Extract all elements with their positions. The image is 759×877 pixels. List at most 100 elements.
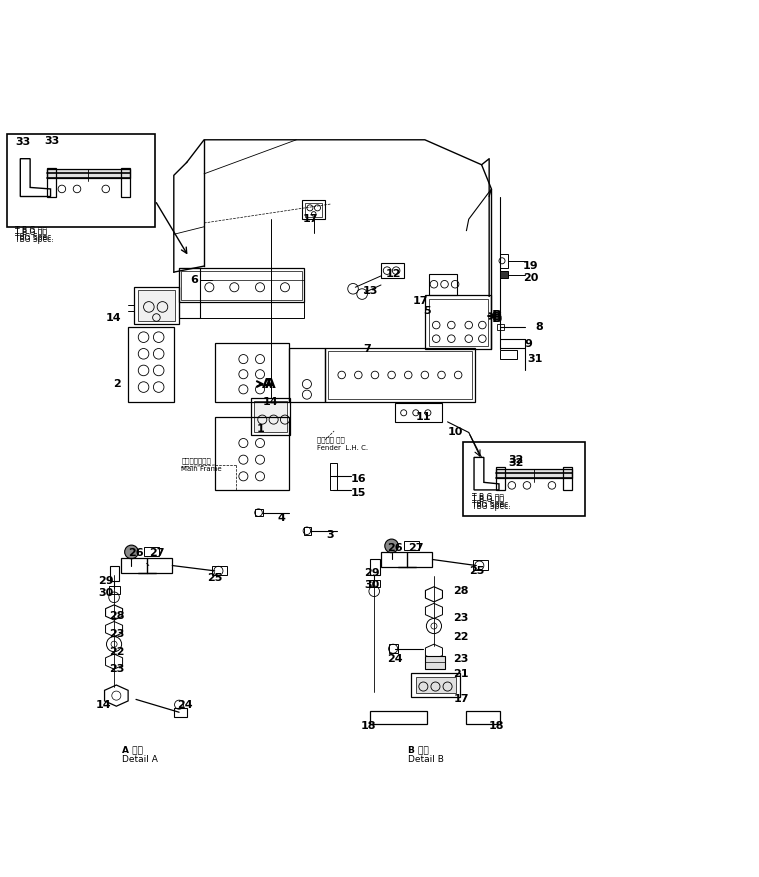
Text: フェンダ 左方: フェンダ 左方 [317,437,345,443]
Text: Detail A: Detail A [122,754,159,764]
Bar [47,168,56,196]
Bar [143,546,159,557]
Bar [134,288,179,324]
Bar [425,295,491,349]
Text: 19: 19 [523,261,539,271]
Bar [109,566,119,581]
Text: 22: 22 [454,631,469,642]
Bar [497,324,503,330]
Text: 17: 17 [454,695,469,704]
Bar [463,441,585,516]
Text: 24: 24 [387,654,403,664]
Bar [425,655,445,669]
Circle shape [385,539,398,553]
Text: B 詳細: B 詳細 [408,745,429,754]
Text: B: B [491,309,502,323]
Bar [121,558,172,573]
Bar [429,274,458,295]
Text: 9: 9 [524,339,533,349]
Text: 32: 32 [508,458,524,467]
Text: 26: 26 [387,543,403,553]
Text: 29: 29 [364,568,380,578]
Bar [411,673,461,697]
Bar [305,203,322,217]
Text: TBG Spec.: TBG Spec. [15,232,54,242]
Bar [174,708,187,717]
Text: 1: 1 [257,424,265,434]
Bar [200,303,304,317]
Text: 16: 16 [351,474,367,484]
Text: 26: 26 [128,548,144,559]
Bar [212,566,227,575]
Bar [369,580,380,588]
Text: Detail B: Detail B [408,754,444,764]
Bar [128,326,174,403]
Bar [381,552,433,567]
Text: 22: 22 [109,646,124,657]
Bar [254,402,287,431]
Text: 10: 10 [448,427,463,438]
Text: Fender  L.H. C.: Fender L.H. C. [317,445,369,451]
Bar [474,560,488,570]
Bar [496,468,572,478]
Text: T B G 仕様: T B G 仕様 [15,225,47,234]
Bar [562,467,572,490]
Text: 14: 14 [263,397,278,407]
Text: 5: 5 [424,306,431,317]
Bar [328,351,472,399]
Text: 25: 25 [469,566,484,576]
Text: 18: 18 [361,721,376,731]
Bar [47,168,130,178]
Bar [8,134,155,227]
Text: TBG Spec.: TBG Spec. [472,500,510,509]
Text: 17: 17 [413,296,428,306]
Text: B: B [491,310,502,324]
Text: 13: 13 [363,286,378,296]
Bar [179,268,304,303]
Bar [500,271,508,278]
Text: 23: 23 [109,664,124,674]
Text: A: A [265,377,276,391]
Text: 23: 23 [454,614,469,624]
Text: 6: 6 [191,275,198,285]
Text: 8: 8 [535,322,543,332]
Bar [381,263,404,278]
Bar [304,527,311,535]
Text: 23: 23 [109,629,124,638]
Text: メインフレーム: メインフレーム [181,458,211,465]
Text: 25: 25 [207,573,222,582]
Bar [288,348,325,403]
Bar [416,677,456,694]
Text: 14: 14 [96,700,112,709]
Text: 7: 7 [363,345,370,354]
Circle shape [124,545,138,559]
Bar [256,509,263,517]
Text: 18: 18 [489,721,505,731]
Text: 27: 27 [408,543,424,553]
Bar [179,268,200,317]
Text: 12: 12 [386,268,401,279]
Text: 30: 30 [364,581,380,590]
Text: 11: 11 [416,412,431,423]
Bar [370,710,427,724]
Bar [389,645,398,653]
Text: 2: 2 [113,379,121,389]
Bar [325,348,475,403]
Text: 17: 17 [302,214,318,225]
Text: 4: 4 [277,513,285,523]
Bar [251,398,290,435]
Text: 15: 15 [351,488,366,498]
Text: 29: 29 [98,575,114,586]
Bar [137,290,175,320]
Text: T B G 仕様: T B G 仕様 [472,492,504,501]
Text: 33: 33 [45,136,60,146]
Bar [121,168,130,196]
Bar [429,299,487,346]
Bar [330,476,337,490]
Bar [500,254,508,267]
Text: T B G 仕様: T B G 仕様 [472,495,504,503]
Bar [330,463,337,476]
Bar [370,560,380,574]
Text: 28: 28 [109,611,124,621]
Bar [500,350,517,359]
